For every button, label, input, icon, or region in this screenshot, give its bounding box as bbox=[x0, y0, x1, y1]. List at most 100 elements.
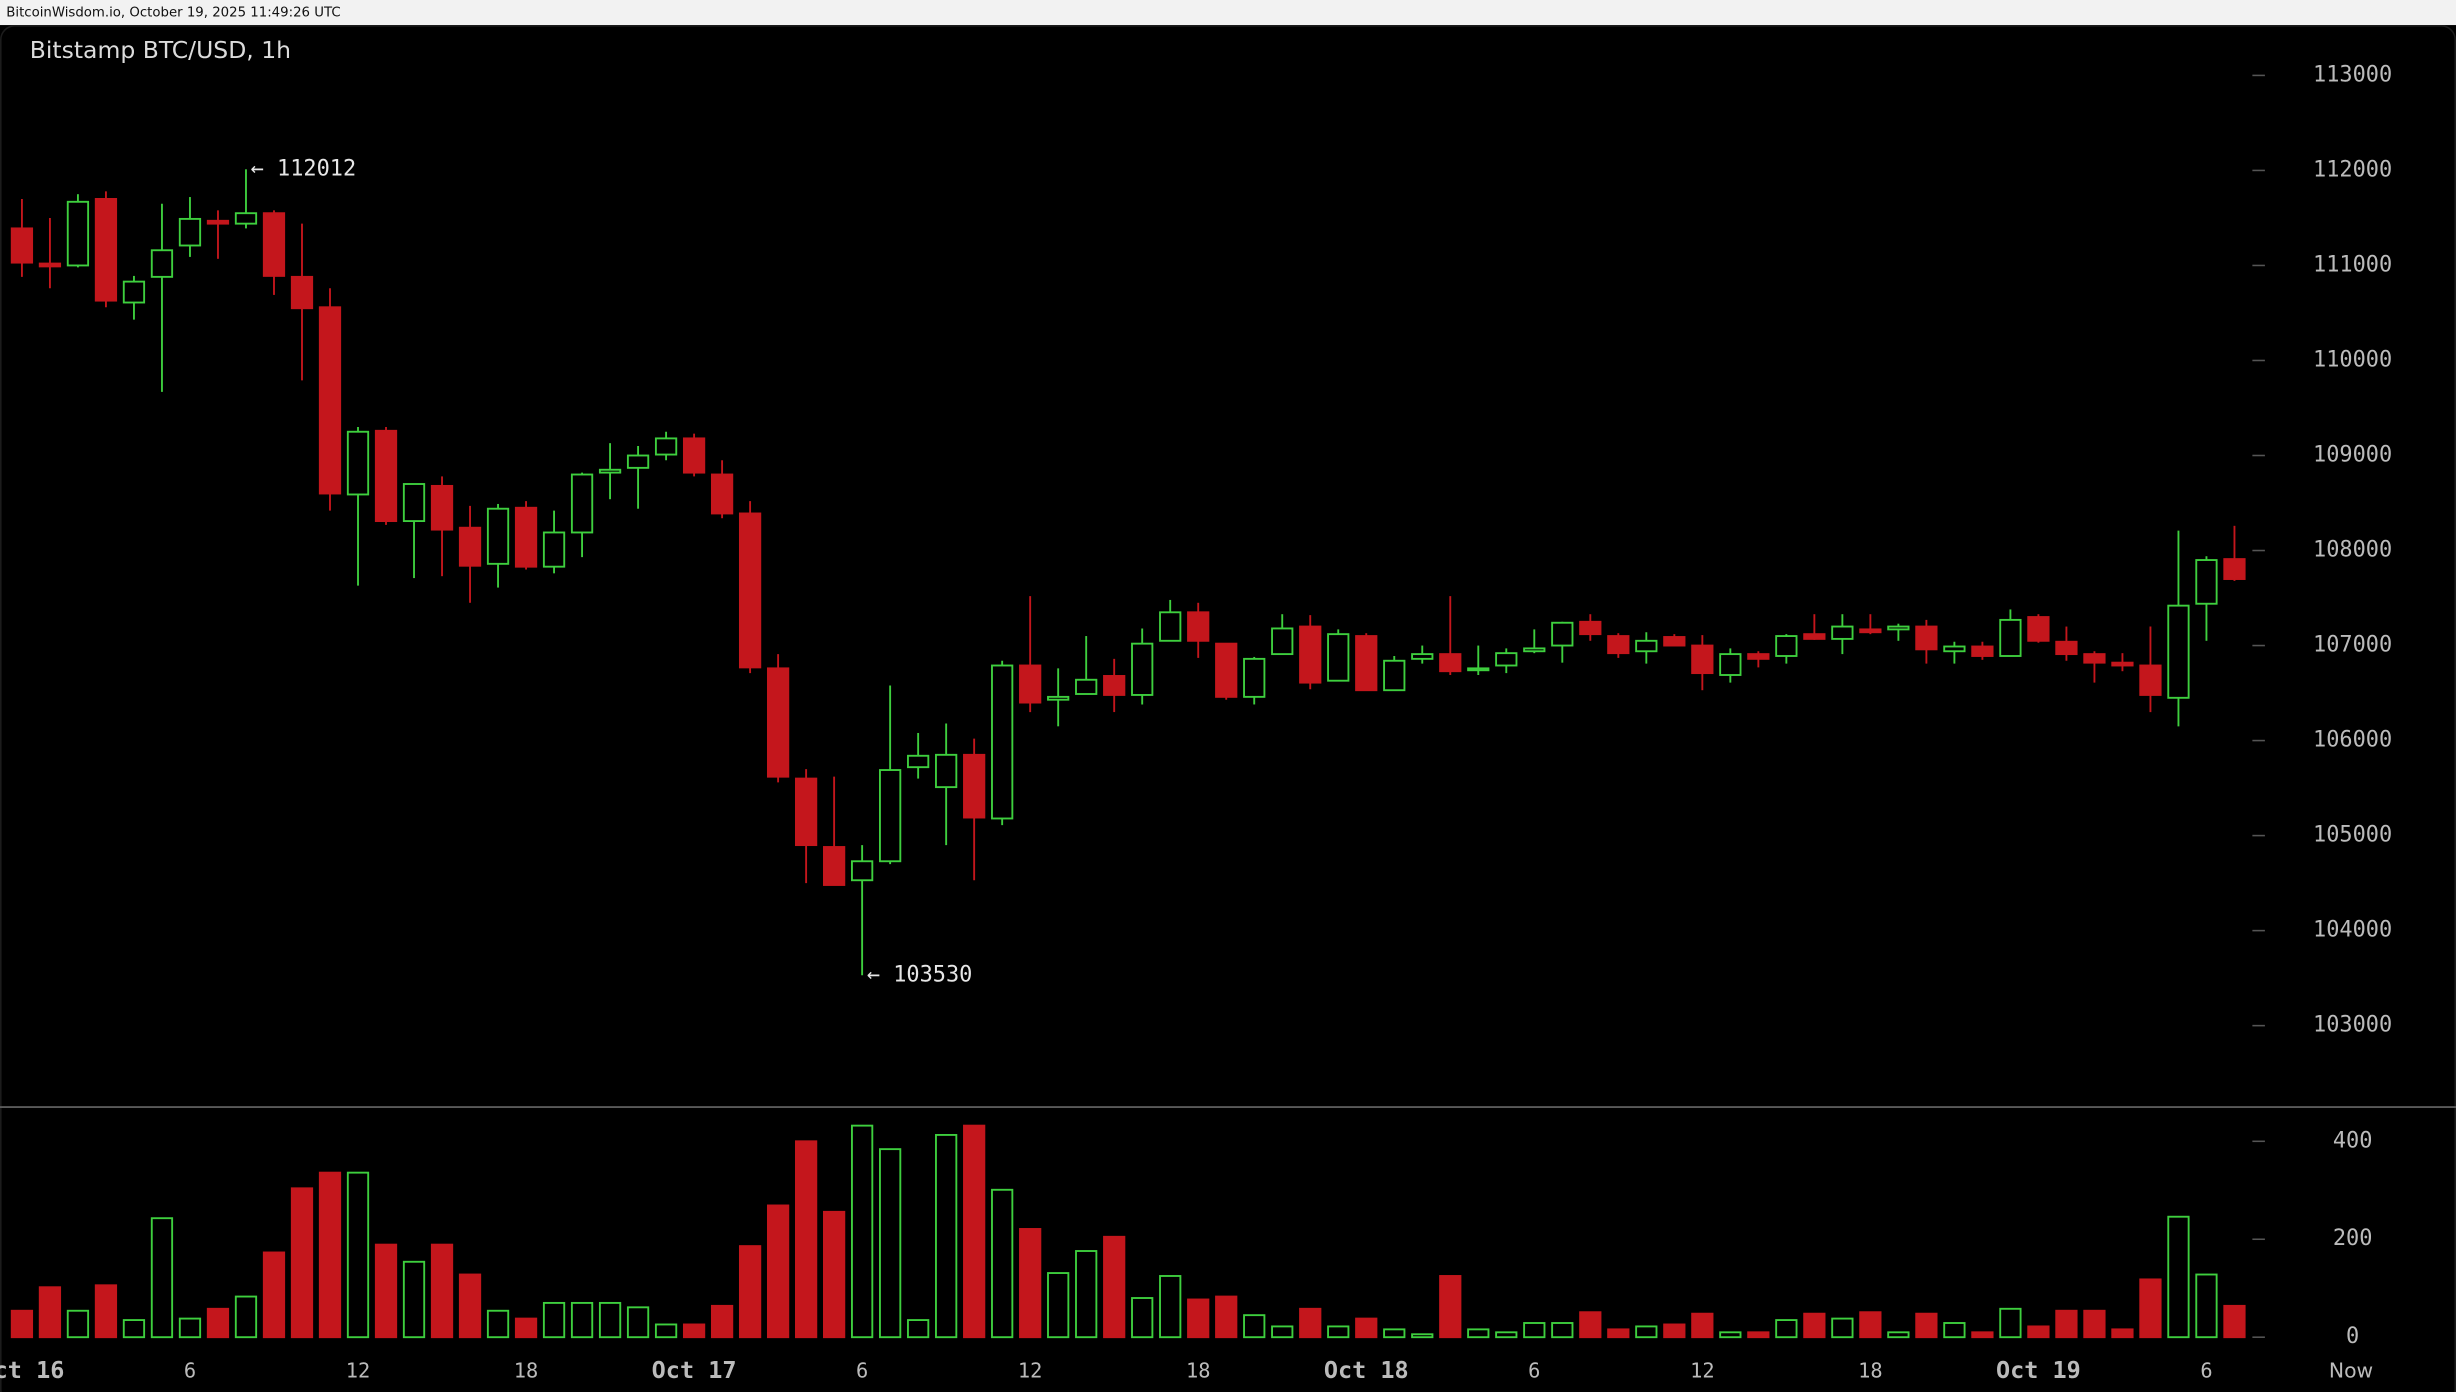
volume-bar bbox=[598, 1301, 622, 1339]
candle-body bbox=[1579, 620, 1602, 636]
y-tick-label: 103000 bbox=[2313, 1013, 2392, 1038]
volume-bar bbox=[2083, 1309, 2106, 1339]
volume-bar bbox=[1439, 1275, 1462, 1339]
volume-bar bbox=[318, 1171, 342, 1339]
x-tick-label: Oct 18 bbox=[1324, 1356, 1409, 1384]
y-tick-label: 111000 bbox=[2313, 252, 2392, 277]
candle-body bbox=[66, 200, 90, 267]
volume-bar bbox=[851, 1124, 874, 1339]
candle-body bbox=[1131, 642, 1154, 696]
candle-body bbox=[346, 430, 370, 496]
candle-body bbox=[458, 526, 482, 567]
y-tick-label: 105000 bbox=[2313, 823, 2392, 848]
x-tick-label: Oct 16 bbox=[0, 1356, 64, 1384]
candle-body bbox=[1831, 625, 1854, 640]
candle-body bbox=[1411, 653, 1434, 660]
volume-bar bbox=[346, 1171, 370, 1339]
volume-tick-label: 400 bbox=[2333, 1128, 2373, 1153]
candle-body bbox=[10, 227, 34, 264]
volume-bar bbox=[1383, 1328, 1406, 1339]
candle-body bbox=[2083, 653, 2106, 664]
volume-bar bbox=[935, 1133, 958, 1339]
volume-bar bbox=[234, 1295, 258, 1339]
candle-body bbox=[1999, 618, 2022, 657]
volume-bar bbox=[1691, 1312, 1714, 1339]
candle-body bbox=[1775, 635, 1798, 657]
volume-bar bbox=[907, 1319, 930, 1339]
volume-bar bbox=[94, 1284, 118, 1339]
volume-bar bbox=[1131, 1297, 1154, 1339]
candle-body bbox=[1607, 635, 1630, 655]
candle-body bbox=[1299, 625, 1322, 684]
volume-bar bbox=[374, 1243, 398, 1339]
candle-body bbox=[374, 429, 398, 523]
candle-body bbox=[2167, 604, 2190, 699]
candle-body bbox=[94, 198, 118, 302]
volume-bar bbox=[150, 1217, 174, 1339]
volume-bar bbox=[1579, 1311, 1602, 1339]
volume-bar bbox=[1187, 1298, 1210, 1339]
volume-bar bbox=[1271, 1325, 1294, 1339]
candle-body bbox=[1747, 653, 1770, 660]
y-tick-label: 109000 bbox=[2313, 443, 2392, 468]
volume-bar bbox=[1663, 1323, 1686, 1339]
volume-bar bbox=[1495, 1331, 1518, 1339]
x-tick-label: 12 bbox=[1690, 1359, 1715, 1383]
volume-bar bbox=[1159, 1275, 1182, 1339]
candle-body bbox=[318, 306, 342, 495]
x-tick-label: 12 bbox=[346, 1359, 371, 1383]
volume-bar bbox=[1999, 1307, 2022, 1339]
candle-body bbox=[122, 280, 146, 304]
candle-body bbox=[710, 473, 734, 515]
volume-bar bbox=[1803, 1312, 1826, 1339]
candle-body bbox=[1495, 652, 1518, 667]
volume-bar bbox=[1215, 1295, 1238, 1339]
candle-body bbox=[1943, 645, 1966, 653]
volume-bar bbox=[1523, 1322, 1546, 1339]
candle-body bbox=[234, 212, 258, 225]
candle-body bbox=[626, 454, 650, 469]
chart-title: Bitstamp BTC/USD, 1h bbox=[30, 36, 291, 64]
candle-body bbox=[178, 217, 202, 247]
candle-body bbox=[991, 664, 1014, 820]
candle-body bbox=[1859, 628, 1882, 634]
candle-body bbox=[1439, 653, 1462, 673]
candle-body bbox=[1159, 611, 1182, 642]
candle-body bbox=[907, 754, 930, 769]
volume-bar bbox=[710, 1304, 734, 1339]
volume-bar bbox=[823, 1210, 846, 1339]
candle-body bbox=[38, 262, 62, 268]
candle-body bbox=[1719, 653, 1742, 676]
candle-body bbox=[402, 483, 426, 523]
candle-body bbox=[1551, 621, 1574, 647]
volume-bar bbox=[626, 1306, 650, 1339]
max-annotation: ← 112012 bbox=[251, 156, 357, 181]
volume-bar bbox=[1775, 1319, 1798, 1339]
volume-bar bbox=[290, 1187, 314, 1339]
candle-body bbox=[486, 507, 510, 565]
volume-bar bbox=[2027, 1325, 2050, 1339]
candle-body bbox=[1383, 659, 1406, 692]
volume-bar bbox=[38, 1286, 62, 1339]
candle-body bbox=[1971, 645, 1994, 657]
candle-body bbox=[430, 484, 454, 531]
volume-bar bbox=[1887, 1331, 1910, 1339]
candle-body bbox=[1215, 642, 1238, 698]
volume-bar bbox=[10, 1309, 34, 1339]
volume-bar bbox=[514, 1317, 538, 1339]
candle-body bbox=[766, 667, 790, 778]
volume-bar bbox=[1747, 1331, 1770, 1339]
candle-body bbox=[1691, 644, 1714, 675]
candle-body bbox=[963, 753, 986, 819]
x-tick-label: 6 bbox=[856, 1359, 868, 1383]
candle-body bbox=[1663, 636, 1686, 647]
volume-bar bbox=[1355, 1317, 1378, 1339]
candle-body bbox=[1047, 695, 1070, 701]
volume-bar bbox=[1551, 1322, 1574, 1339]
candle-body bbox=[206, 219, 230, 225]
x-tick-label: 6 bbox=[184, 1359, 196, 1383]
volume-bar bbox=[1327, 1325, 1350, 1339]
volume-bar bbox=[570, 1301, 594, 1339]
